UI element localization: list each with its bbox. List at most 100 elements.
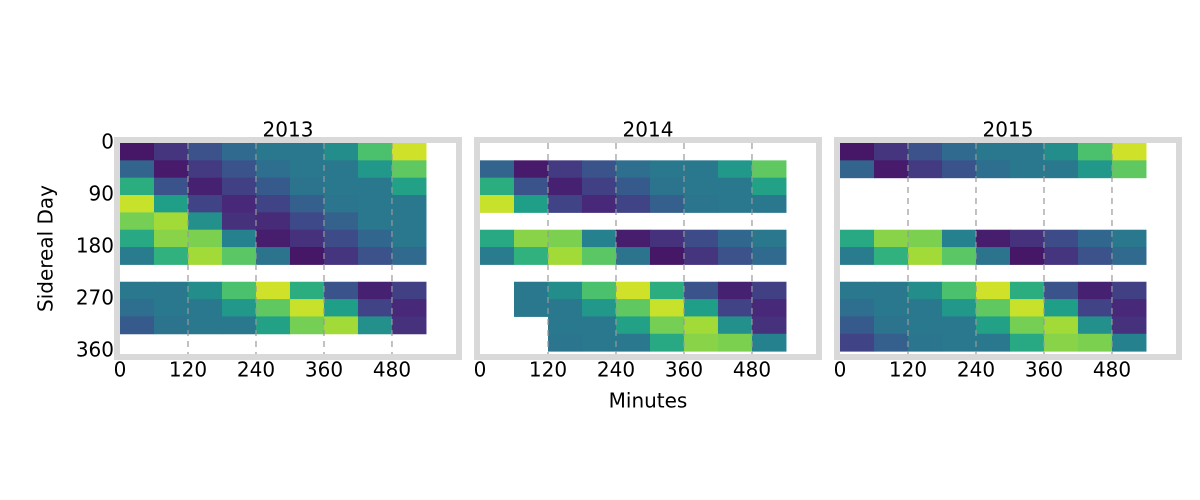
heatmap-cell <box>717 195 753 213</box>
heatmap-cell <box>717 229 753 248</box>
heatmap-cell <box>547 177 583 196</box>
heatmap-cell <box>120 195 155 213</box>
heatmap-cell <box>1009 143 1045 161</box>
heatmap-cell <box>480 177 515 196</box>
heatmap-cell <box>1111 143 1147 161</box>
heatmap-cell <box>255 316 291 335</box>
heatmap-cell <box>187 316 223 335</box>
heatmap-cell <box>255 281 291 300</box>
heatmap-cell <box>323 212 359 231</box>
heatmap-cell <box>717 299 753 317</box>
heatmap-cell <box>153 195 189 213</box>
heatmap-cell <box>221 143 257 161</box>
heatmap-cell <box>873 143 909 161</box>
heatmap-cell <box>547 281 583 300</box>
heatmap-cell <box>255 299 291 317</box>
heatmap-cell <box>357 281 393 300</box>
heatmap-cell <box>289 299 325 317</box>
x-tick-label: 0 <box>834 358 847 382</box>
heatmap-cell <box>153 229 189 248</box>
heatmap-cell <box>975 333 1011 352</box>
heatmap-cell <box>941 229 977 248</box>
heatmap-cell <box>323 177 359 196</box>
heatmap-cell <box>255 212 291 231</box>
heatmap-cell <box>1043 333 1079 352</box>
heatmap-cell <box>391 247 427 265</box>
heatmap-cell <box>289 195 325 213</box>
heatmap-cell <box>1077 333 1113 352</box>
heatmap-cell <box>683 195 719 213</box>
heatmap-cell <box>975 160 1011 179</box>
heatmap-cell <box>873 281 909 300</box>
heatmap-cell <box>615 177 651 196</box>
heatmap-cell <box>941 281 977 300</box>
heatmap-cell <box>120 316 155 335</box>
x-tick-label: 240 <box>237 358 275 382</box>
heatmap-cell <box>153 316 189 335</box>
heatmap-cell <box>120 160 155 179</box>
panel-title: 2014 <box>623 118 674 142</box>
heatmap-cell <box>840 229 875 248</box>
heatmap-cell <box>1043 247 1079 265</box>
heatmap-cell <box>840 299 875 317</box>
heatmap-cell <box>547 299 583 317</box>
x-axis-label: Minutes <box>609 389 688 413</box>
heatmap-cell <box>615 247 651 265</box>
panel-title: 2013 <box>263 118 314 142</box>
heatmap-cell <box>615 229 651 248</box>
heatmap-cell <box>581 229 617 248</box>
heatmap-cell <box>683 281 719 300</box>
heatmap-cell <box>975 229 1011 248</box>
heatmap-cell <box>187 299 223 317</box>
heatmap-cell <box>187 160 223 179</box>
heatmap-cell <box>1043 299 1079 317</box>
heatmap-cell <box>649 281 685 300</box>
heatmap-cell <box>221 247 257 265</box>
heatmap-cell <box>1009 229 1045 248</box>
heatmap-cell <box>391 212 427 231</box>
heatmap-cell <box>873 247 909 265</box>
heatmap-cell <box>581 333 617 352</box>
panel-title: 2015 <box>983 118 1034 142</box>
heatmap-cell <box>840 143 875 161</box>
heatmap-cell <box>221 299 257 317</box>
heatmap-cell <box>581 177 617 196</box>
heatmap-cell <box>547 229 583 248</box>
heatmap-cell <box>1111 316 1147 335</box>
heatmap-cell <box>323 247 359 265</box>
heatmap-cell <box>941 316 977 335</box>
heatmap-cell <box>323 229 359 248</box>
heatmap-cell <box>187 177 223 196</box>
heatmap-cell <box>153 247 189 265</box>
x-tick-label: 120 <box>889 358 927 382</box>
heatmap-cell <box>975 143 1011 161</box>
heatmap-cell <box>1043 316 1079 335</box>
heatmap-cell <box>323 195 359 213</box>
heatmap-cell <box>547 160 583 179</box>
heatmap-cell <box>120 299 155 317</box>
heatmap-cell <box>357 143 393 161</box>
x-tick-label: 480 <box>733 358 771 382</box>
heatmap-cell <box>187 143 223 161</box>
heatmap-cell <box>1009 316 1045 335</box>
heatmap-cell <box>187 195 223 213</box>
heatmap-cell <box>357 316 393 335</box>
axes-frame <box>114 137 462 360</box>
heatmap-cell <box>1111 333 1147 352</box>
heatmap-cell <box>547 316 583 335</box>
heatmap-cell <box>153 212 189 231</box>
heatmap-cell <box>615 195 651 213</box>
heatmap-cell <box>1043 281 1079 300</box>
heatmap-cell <box>1077 229 1113 248</box>
heatmap-cell <box>323 316 359 335</box>
heatmap-cell <box>323 160 359 179</box>
heatmap-cell <box>907 299 943 317</box>
heatmap-cell <box>153 299 189 317</box>
heatmap-cell <box>615 299 651 317</box>
heatmap-cell <box>581 316 617 335</box>
axes-frame <box>474 137 822 360</box>
heatmap-cell <box>480 195 515 213</box>
heatmap-cell <box>513 281 549 300</box>
heatmap-cell <box>391 177 427 196</box>
heatmap-cell <box>391 195 427 213</box>
